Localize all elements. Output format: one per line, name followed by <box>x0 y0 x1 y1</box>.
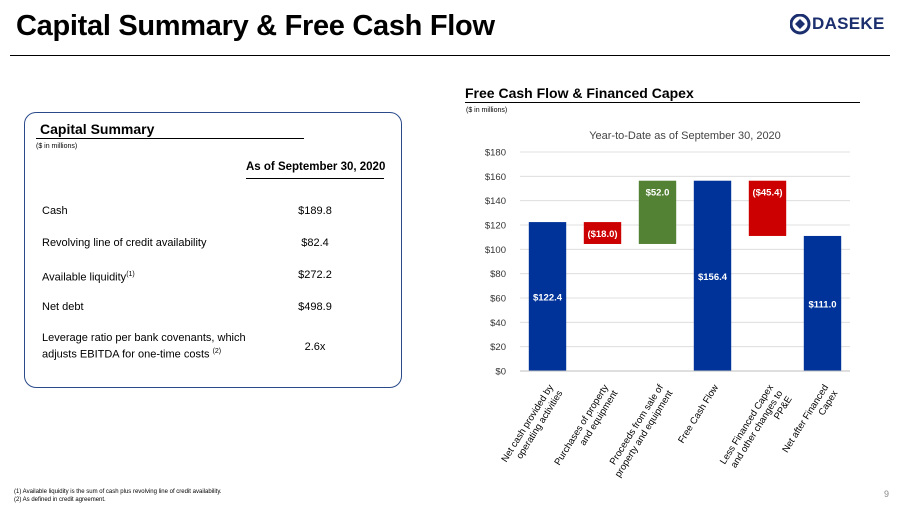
bar-positive <box>638 180 677 244</box>
y-tick-label: $40 <box>490 318 506 329</box>
y-tick-label: $80 <box>490 269 506 280</box>
bar-total <box>693 180 732 371</box>
bar-total <box>803 235 842 371</box>
chart-title: Year-to-Date as of September 30, 2020 <box>589 130 781 142</box>
data-label: $122.4 <box>533 293 563 304</box>
title-divider <box>10 55 890 56</box>
row-label-liquidity: Available liquidity(1) <box>42 268 135 285</box>
row-value-liquidity: $272.2 <box>298 269 332 281</box>
row-label-net-debt: Net debt <box>42 301 84 313</box>
capital-summary-units: ($ in millions) <box>36 143 78 150</box>
x-category-label-line: Free Cash Flow <box>676 383 721 446</box>
row-label-leverage-line2-text: adjusts EBITDA for one-time costs <box>42 348 213 361</box>
y-tick-label: $20 <box>490 342 506 353</box>
x-category-label-line: Net after Financed <box>780 383 831 455</box>
company-logo: DASEKE <box>790 10 890 38</box>
row-label-revolver: Revolving line of credit availability <box>42 237 207 249</box>
chart-section-heading: Free Cash Flow & Financed Capex <box>465 85 694 101</box>
data-label: $111.0 <box>808 299 836 310</box>
data-label: $52.0 <box>646 188 670 199</box>
y-tick-label: $180 <box>485 148 506 159</box>
row-label-cash: Cash <box>42 205 68 217</box>
column-header-underline <box>246 178 384 179</box>
row-value-leverage: 2.6x <box>304 341 326 353</box>
footnote-ref: (1) <box>126 271 135 278</box>
row-value-net-debt: $498.9 <box>298 301 332 313</box>
page-number: 9 <box>884 489 890 499</box>
x-category-label: Net after FinancedCapex <box>780 383 840 461</box>
y-tick-label: $140 <box>485 196 506 207</box>
logo-text: DASEKE <box>812 14 885 33</box>
chart-section-underline <box>465 102 860 103</box>
y-tick-label: $100 <box>485 245 506 256</box>
waterfall-chart: Year-to-Date as of September 30, 2020 $0 $… <box>485 130 850 480</box>
footnote-2: (2) As defined in credit agreement. <box>14 497 106 503</box>
bar-negative <box>748 180 787 236</box>
column-header: As of September 30, 2020 <box>246 161 386 173</box>
x-category-label: Free Cash Flow <box>676 383 721 446</box>
row-value-cash: $189.8 <box>298 205 332 217</box>
row-label-liquidity-text: Available liquidity <box>42 271 127 284</box>
footnote-ref: (2) <box>212 348 222 355</box>
page-title: Capital Summary & Free Cash Flow <box>16 10 495 42</box>
data-label: ($45.4) <box>752 188 782 199</box>
row-label-leverage-line2: adjusts EBITDA for one-time costs (2) <box>42 345 246 362</box>
x-category-label: Less Financed Capexand other changes toP… <box>718 383 795 479</box>
data-label: $156.4 <box>698 272 728 283</box>
row-label-leverage: Leverage ratio per bank covenants, which… <box>42 331 246 362</box>
bar-negative <box>583 222 622 244</box>
y-tick-label: $160 <box>485 172 506 183</box>
footnote-1: (1) Available liquidity is the sum of ca… <box>14 489 222 495</box>
capital-summary-underline <box>36 138 304 139</box>
y-tick-label: $0 <box>495 367 506 378</box>
capital-summary-panel <box>24 112 402 388</box>
row-label-leverage-line1: Leverage ratio per bank covenants, which <box>42 332 246 344</box>
capital-summary-heading: Capital Summary <box>40 121 155 137</box>
y-tick-label: $60 <box>490 294 506 305</box>
data-label: ($18.0) <box>587 229 617 240</box>
chart-section-units: ($ in millions) <box>466 107 508 114</box>
logo-mark-icon <box>790 14 811 35</box>
y-tick-label: $120 <box>485 221 506 232</box>
bar-total <box>528 222 567 371</box>
row-value-revolver: $82.4 <box>301 237 329 249</box>
